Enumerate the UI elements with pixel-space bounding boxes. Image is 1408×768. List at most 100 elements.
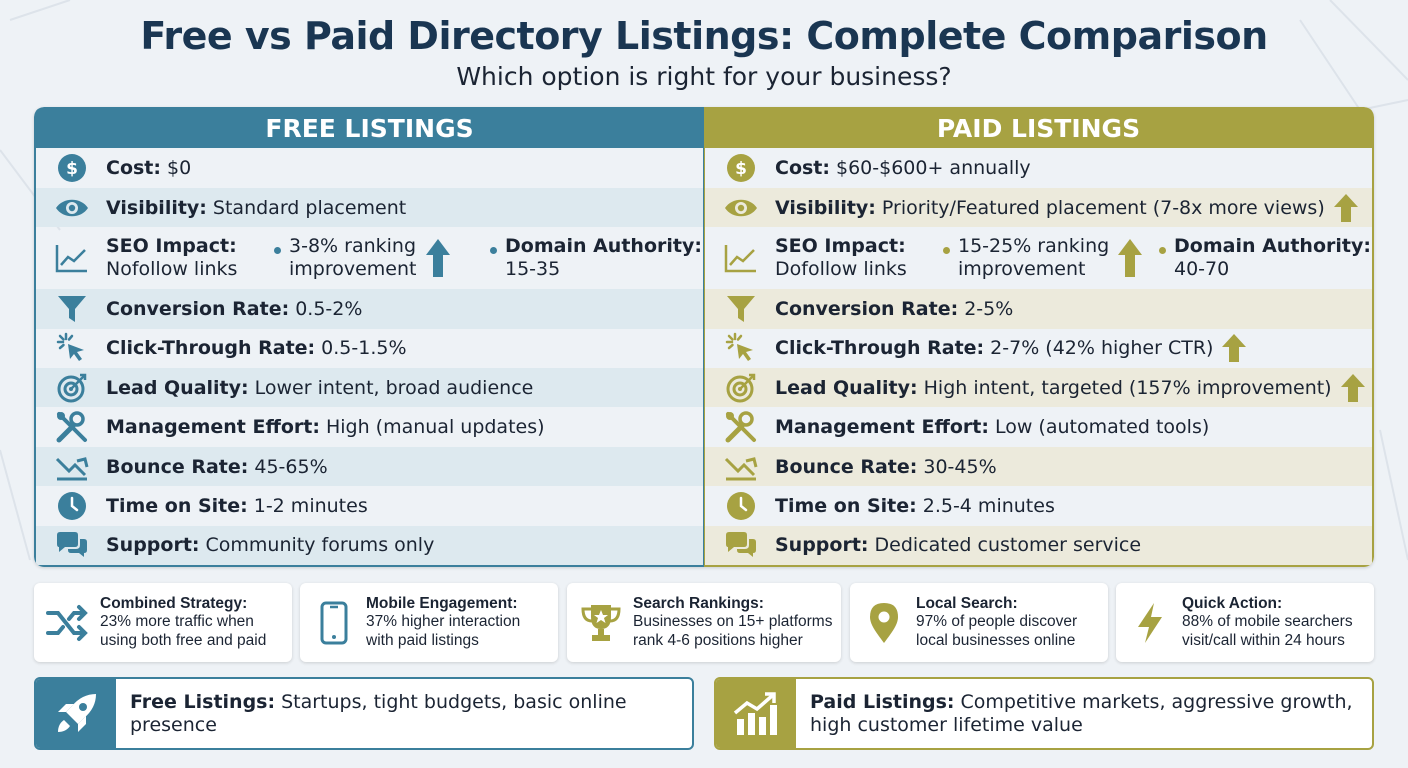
paid-conversion-value: 2-5% [964, 297, 1014, 320]
free-cost-label: Cost: [106, 157, 161, 180]
paid-domain-authority-value: 40-70 [1174, 258, 1230, 281]
paid-effort-value: Low (automated tools) [994, 416, 1210, 439]
card-title: Search Rankings: [633, 594, 764, 612]
free-effort-row: Management Effort: High (manual updates) [36, 407, 703, 446]
page-title: Free vs Paid Directory Listings: Complet… [140, 14, 1268, 58]
card-text-line: using both free and paid [100, 631, 267, 649]
free-domain-authority-label: Domain Authority: [505, 235, 702, 258]
free-visibility-value: Standard placement [212, 196, 407, 219]
paid-seo-row: SEO Impact: Dofollow links 15-25% rankin… [705, 227, 1372, 289]
cursor-click-icon [54, 330, 90, 366]
trophy-icon [577, 599, 625, 647]
dollar-icon: $ [723, 150, 759, 186]
card-title: Local Search: [916, 594, 1018, 612]
free-recommendation-text: Startups, tight budgets, basic online pr… [130, 690, 627, 736]
free-domain-authority-value: 15-35 [505, 258, 561, 281]
free-seo-value: Nofollow links [106, 258, 238, 281]
eye-icon [54, 190, 90, 226]
chat-bubbles-icon [54, 527, 90, 563]
free-lead-label: Lead Quality: [106, 376, 249, 399]
bullet [274, 246, 281, 254]
paid-support-label: Support: [775, 534, 869, 557]
paid-cost-label: Cost: [775, 157, 830, 180]
paid-support-row: Support: Dedicated customer service [705, 525, 1372, 565]
stat-card-mobile-engagement: Mobile Engagement: 37% higher interactio… [300, 583, 558, 662]
paid-effort-row: Management Effort: Low (automated tools) [705, 407, 1372, 446]
paid-cost-value: $60-$600+ annually [836, 157, 1031, 180]
arrow-up-icon [1333, 193, 1358, 222]
paid-lead-label: Lead Quality: [775, 376, 918, 399]
free-bounce-value: 45-65% [254, 455, 328, 478]
free-listings-heading: FREE LISTINGS [36, 109, 703, 149]
paid-seo-ranking-suffix: improvement [958, 258, 1086, 281]
paid-visibility-label: Visibility: [775, 196, 876, 219]
line-chart-icon [54, 240, 90, 276]
svg-text:$: $ [735, 159, 747, 179]
paid-seo-ranking: 15-25% ranking [958, 235, 1110, 258]
free-time-label: Time on Site: [106, 494, 248, 517]
bullet [490, 246, 497, 254]
free-support-label: Support: [106, 534, 200, 557]
paid-recommendation-label: Paid Listings: [810, 690, 955, 713]
card-text-line: 88% of mobile searchers [1182, 613, 1353, 631]
free-seo-row: SEO Impact: Nofollow links 3-8% ranking … [36, 227, 703, 289]
paid-time-value: 2.5-4 minutes [922, 494, 1055, 517]
arrow-up-icon [425, 239, 450, 278]
card-text-line: local businesses online [916, 631, 1076, 649]
tools-icon [54, 409, 90, 445]
free-conversion-value: 0.5-2% [295, 297, 363, 320]
target-icon [54, 370, 90, 406]
line-chart-icon [723, 240, 759, 276]
bullet [1159, 246, 1166, 254]
paid-bounce-label: Bounce Rate: [775, 455, 918, 478]
cursor-click-icon [723, 330, 759, 366]
free-cost-value: $0 [167, 157, 192, 180]
stat-cards: Combined Strategy: 23% more traffic when… [34, 583, 1374, 662]
clock-icon [54, 488, 90, 524]
free-seo-label: SEO Impact: [106, 235, 237, 258]
stat-card-quick-action: Quick Action: 88% of mobile searchers vi… [1116, 583, 1374, 662]
free-seo-ranking-suffix: improvement [289, 258, 417, 281]
arrow-up-icon [1222, 334, 1247, 363]
funnel-icon [54, 291, 90, 327]
free-visibility-row: Visibility: Standard placement [36, 187, 703, 228]
bullet [943, 246, 950, 254]
free-lead-row: Lead Quality: Lower intent, broad audien… [36, 368, 703, 408]
paid-ctr-value: 2-7% (42% higher CTR) [990, 337, 1214, 360]
free-time-row: Time on Site: 1-2 minutes [36, 486, 703, 525]
stat-card-search-rankings: Search Rankings: Businesses on 15+ platf… [567, 583, 841, 662]
paid-ctr-label: Click-Through Rate: [775, 337, 985, 360]
paid-conversion-label: Conversion Rate: [775, 297, 959, 320]
free-seo-ranking: 3-8% ranking [289, 235, 417, 258]
free-effort-label: Management Effort: [106, 416, 320, 439]
card-text-line: visit/call within 24 hours [1182, 631, 1345, 649]
page-subtitle: Which option is right for your business? [456, 62, 952, 91]
trend-down-icon [723, 449, 759, 485]
free-lead-value: Lower intent, broad audience [254, 376, 534, 399]
target-icon [723, 370, 759, 406]
paid-cost-row: $ Cost: $60-$600+ annually [705, 148, 1372, 187]
free-bounce-row: Bounce Rate: 45-65% [36, 446, 703, 487]
paid-recommendation-text: Competitive markets, aggressive growth, [960, 690, 1353, 713]
paid-listings-column: PAID LISTINGS $ Cost: $60-$600+ annually… [704, 107, 1374, 567]
clock-icon [723, 488, 759, 524]
paid-lead-row: Lead Quality: High intent, targeted (157… [705, 368, 1372, 408]
card-title: Quick Action: [1182, 594, 1283, 612]
free-ctr-label: Click-Through Rate: [106, 337, 316, 360]
funnel-icon [723, 291, 759, 327]
paid-effort-label: Management Effort: [775, 416, 989, 439]
paid-domain-authority-label: Domain Authority: [1174, 235, 1371, 258]
stat-card-combined-strategy: Combined Strategy: 23% more traffic when… [34, 583, 292, 662]
svg-text:$: $ [66, 159, 78, 179]
chat-bubbles-icon [723, 527, 759, 563]
paid-bounce-value: 30-45% [923, 455, 997, 478]
free-listings-column: FREE LISTINGS $ Cost: $0 Visibility: Sta… [34, 107, 704, 567]
free-support-value: Community forums only [205, 534, 435, 557]
paid-ctr-row: Click-Through Rate: 2-7% (42% higher CTR… [705, 329, 1372, 368]
paid-time-row: Time on Site: 2.5-4 minutes [705, 486, 1372, 525]
free-ctr-value: 0.5-1.5% [321, 337, 407, 360]
card-title: Combined Strategy: [100, 594, 248, 612]
free-cost-row: $ Cost: $0 [36, 148, 703, 187]
dollar-icon: $ [54, 150, 90, 186]
paid-conversion-row: Conversion Rate: 2-5% [705, 289, 1372, 329]
